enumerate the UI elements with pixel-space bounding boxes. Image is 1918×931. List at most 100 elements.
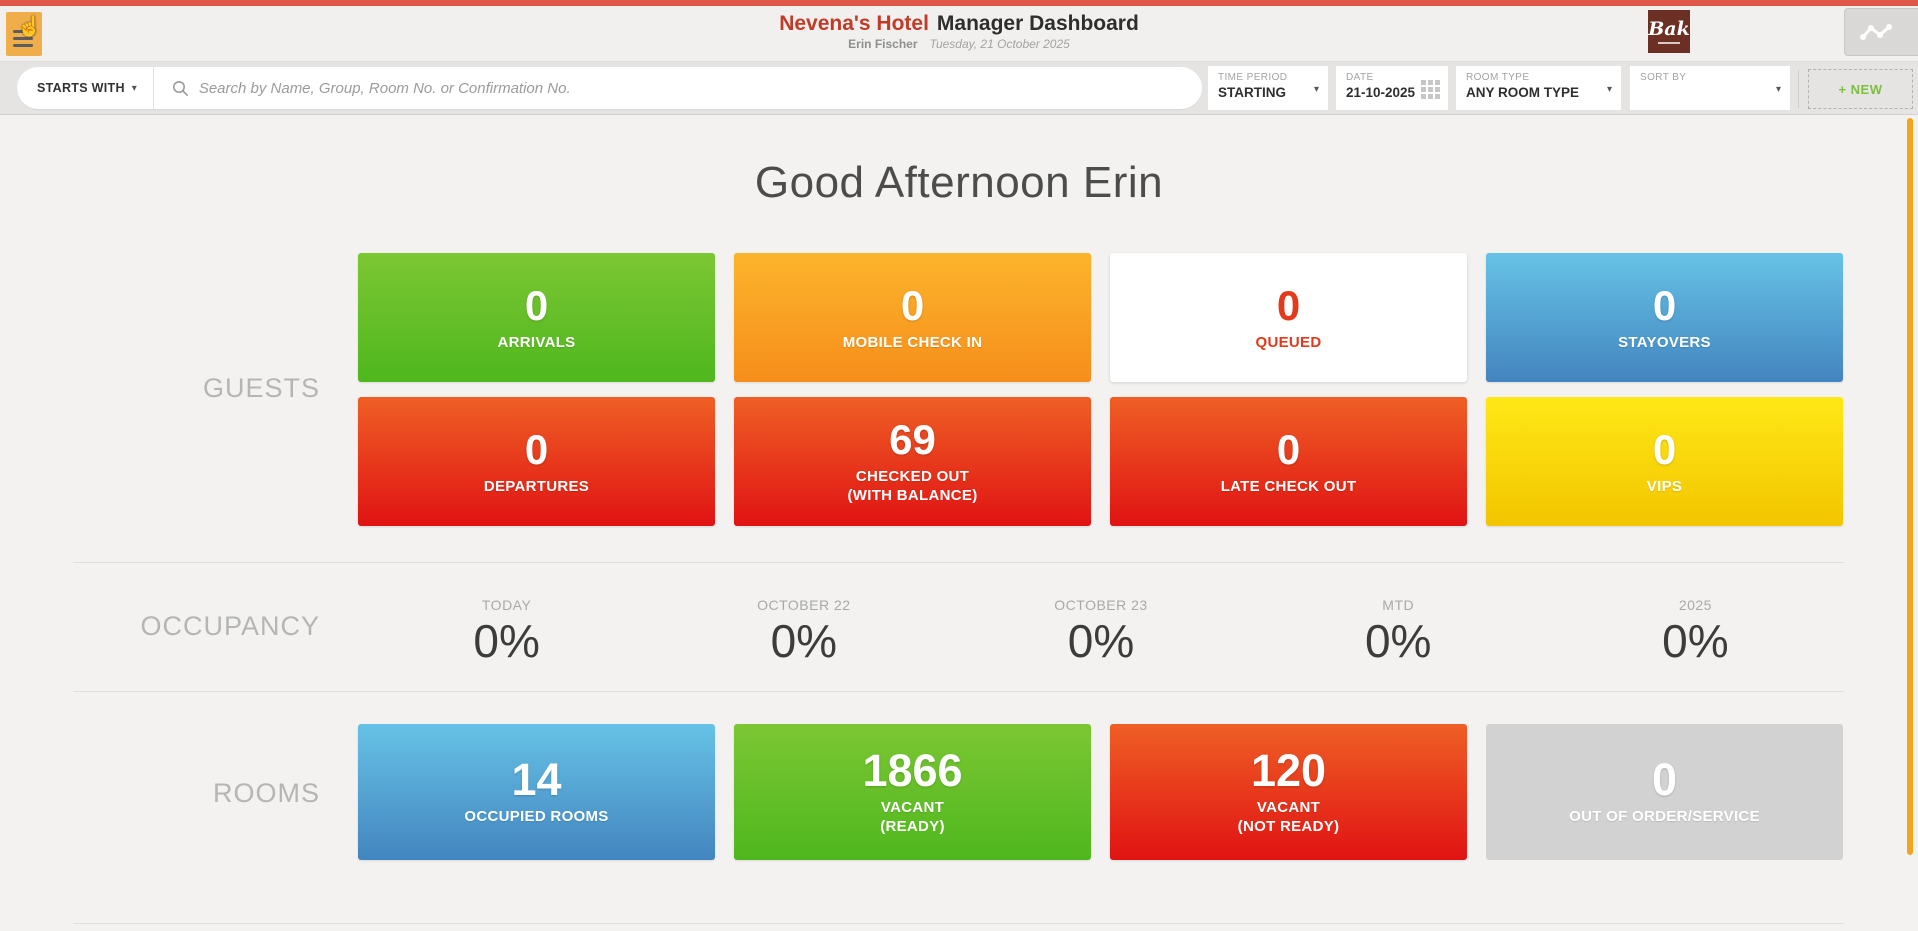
menu-button[interactable] — [6, 12, 42, 56]
date-label: DATE — [1346, 72, 1374, 83]
match-mode-dropdown[interactable]: STARTS WITH ▾ — [17, 67, 153, 109]
tile-mobile-check-in[interactable]: 0 MOBILE CHECK IN — [734, 253, 1091, 382]
tile-value: 0 — [1652, 281, 1677, 329]
tile-value: 0 — [1652, 425, 1677, 473]
occupancy-item-mtd: MTD 0% — [1250, 597, 1547, 667]
occupancy-value: 0% — [1662, 615, 1729, 667]
tile-label: MOBILE CHECK IN — [842, 333, 983, 351]
search-area — [154, 79, 1202, 97]
tile-value: 0 — [900, 281, 925, 329]
tile-vacant-not-ready[interactable]: 120 VACANT (NOT READY) — [1110, 724, 1467, 860]
tile-value: 0 — [1651, 754, 1678, 805]
hamburger-icon — [6, 30, 42, 47]
filter-bar: STARTS WITH ▾ TIME PERIOD STARTING ▾ DAT… — [0, 62, 1918, 115]
tile-vacant-ready[interactable]: 1866 VACANT (READY) — [734, 724, 1091, 860]
occupancy-label: 2025 — [1678, 597, 1712, 613]
tile-label: STAYOVERS — [1618, 333, 1711, 351]
dashboard-content: Good Afternoon Erin GUESTS 0 ARRIVALS 0 … — [0, 115, 1918, 931]
chevron-down-icon: ▾ — [131, 82, 137, 94]
top-accent-bar — [0, 0, 1918, 6]
section-divider — [73, 562, 1844, 563]
greeting-text: Good Afternoon Erin — [754, 158, 1164, 207]
occupancy-value: 0% — [770, 615, 838, 667]
new-button[interactable]: + NEW — [1808, 69, 1913, 109]
vertical-scrollbar-thumb[interactable] — [1907, 118, 1913, 855]
occupancy-value: 0% — [1067, 615, 1135, 667]
tile-label: OCCUPIED ROOMS — [464, 808, 609, 825]
tile-label: LATE CHECK OUT — [1220, 477, 1357, 495]
calendar-grid-icon — [1421, 80, 1440, 99]
search-icon — [172, 80, 188, 96]
brand-logo: Bak — [1648, 10, 1690, 53]
tile-late-check-out[interactable]: 0 LATE CHECK OUT — [1110, 397, 1467, 526]
occupancy-label: OCTOBER 22 — [757, 597, 851, 613]
tile-label: QUEUED — [1255, 333, 1322, 351]
tile-value: 120 — [1250, 744, 1327, 796]
tile-value: 0 — [524, 281, 549, 329]
occupancy-label: TODAY — [481, 597, 532, 613]
guests-tile-row-1: 0 ARRIVALS 0 MOBILE CHECK IN 0 QUEUED 0 … — [358, 253, 1844, 382]
occupancy-item-today: TODAY 0% — [358, 597, 655, 667]
chevron-down-icon: ▾ — [1775, 84, 1781, 95]
filter-divider — [1798, 70, 1799, 108]
tile-value: 69 — [889, 416, 936, 463]
tile-label: CHECKED OUT — [855, 468, 970, 485]
occupancy-item-oct23: OCTOBER 23 0% — [952, 597, 1249, 667]
tile-arrivals[interactable]: 0 ARRIVALS — [358, 253, 715, 382]
brand-logo-text: Bak — [1648, 17, 1690, 40]
tile-label-line2: (READY) — [880, 817, 945, 835]
room-type-label: ROOM TYPE — [1466, 72, 1530, 83]
occupancy-item-oct22: OCTOBER 22 0% — [655, 597, 952, 667]
section-divider — [73, 691, 1844, 692]
occupancy-value: 0% — [1364, 615, 1432, 667]
date-value: 21-10-2025 — [1346, 85, 1416, 100]
tile-value: 1866 — [862, 744, 963, 796]
header-date: Tuesday, 21 October 2025 — [929, 37, 1070, 51]
occupancy-item-year: 2025 0% — [1547, 597, 1844, 667]
room-type-value: ANY ROOM TYPE — [1466, 85, 1580, 100]
hotel-name: Nevena's Hotel — [779, 12, 929, 35]
tile-queued[interactable]: 0 QUEUED — [1110, 253, 1467, 382]
tile-label: VACANT — [880, 798, 945, 816]
tile-occupied-rooms[interactable]: 14 OCCUPIED ROOMS — [358, 724, 715, 860]
tile-label: ARRIVALS — [497, 333, 576, 351]
guests-section-label: GUESTS — [202, 373, 320, 403]
tile-departures[interactable]: 0 DEPARTURES — [358, 397, 715, 526]
search-pill: STARTS WITH ▾ — [17, 67, 1202, 109]
rooms-tile-row: 14 OCCUPIED ROOMS 1866 VACANT (READY) 12… — [358, 724, 1844, 860]
chevron-down-icon: ▾ — [1313, 84, 1319, 95]
activity-button[interactable] — [1844, 8, 1918, 56]
app-header: ☝ Nevena's Hotel Manager Dashboard Erin F… — [0, 6, 1918, 62]
tile-out-of-order-service[interactable]: 0 OUT OF ORDER/SERVICE — [1486, 724, 1843, 860]
activity-icon — [1860, 24, 1892, 40]
tile-vips[interactable]: 0 VIPS — [1486, 397, 1843, 526]
tile-stayovers[interactable]: 0 STAYOVERS — [1486, 253, 1843, 382]
brand-logo-rule — [1658, 41, 1680, 44]
occupancy-section-label: OCCUPANCY — [140, 611, 320, 641]
header-title-block: Nevena's Hotel Manager Dashboard Erin Fis… — [0, 12, 1918, 52]
page-title: Manager Dashboard — [936, 12, 1139, 35]
match-mode-label: STARTS WITH — [37, 81, 125, 95]
tile-label: VIPS — [1646, 477, 1683, 495]
tile-label: VACANT — [1256, 798, 1321, 816]
tile-value: 0 — [1276, 281, 1301, 329]
time-period-dropdown[interactable]: TIME PERIOD STARTING ▾ — [1208, 66, 1328, 110]
tile-value: 14 — [511, 754, 562, 805]
tile-label-line2: (NOT READY) — [1237, 817, 1340, 835]
tile-checked-out-with-balance[interactable]: 69 CHECKED OUT (WITH BALANCE) — [734, 397, 1091, 526]
sort-by-label: SORT BY — [1640, 72, 1687, 83]
date-picker[interactable]: DATE 21-10-2025 — [1336, 66, 1448, 110]
section-divider — [73, 923, 1844, 924]
room-type-dropdown[interactable]: ROOM TYPE ANY ROOM TYPE ▾ — [1456, 66, 1621, 110]
occupancy-value: 0% — [473, 615, 540, 667]
sort-by-dropdown[interactable]: SORT BY ▾ — [1630, 66, 1790, 110]
search-input[interactable] — [198, 79, 1202, 97]
occupancy-row: TODAY 0% OCTOBER 22 0% OCTOBER 23 0% MTD… — [358, 597, 1844, 667]
tile-value: 0 — [524, 425, 549, 473]
time-period-label: TIME PERIOD — [1218, 72, 1288, 83]
chevron-down-icon: ▾ — [1606, 84, 1612, 95]
occupancy-label: OCTOBER 23 — [1054, 597, 1148, 613]
pill-divider — [152, 67, 154, 109]
guests-tile-row-2: 0 DEPARTURES 69 CHECKED OUT (WITH BALANC… — [358, 397, 1844, 526]
tile-label: OUT OF ORDER/SERVICE — [1569, 808, 1760, 825]
